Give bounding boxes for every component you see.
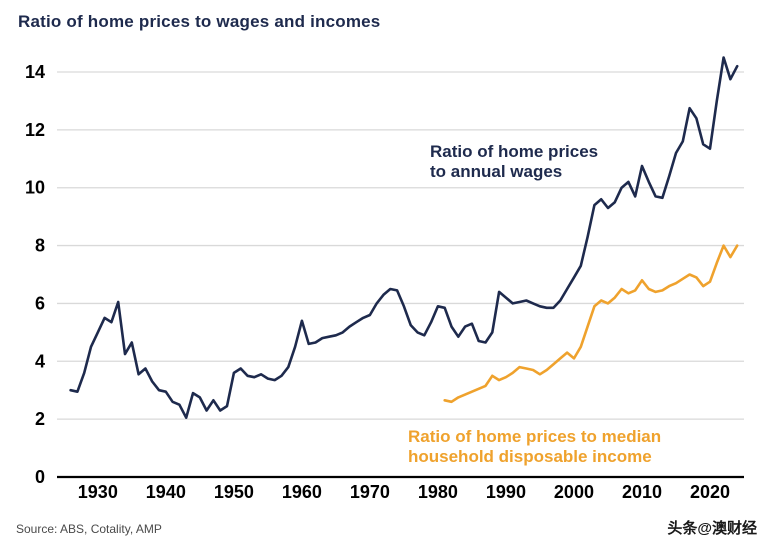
- x-tick-label: 1950: [214, 482, 254, 502]
- y-tick-label: 12: [25, 120, 45, 140]
- y-tick-label: 10: [25, 178, 45, 198]
- x-tick-label: 1960: [282, 482, 322, 502]
- series-label-wages-line1: Ratio of home prices: [430, 142, 599, 161]
- source-note: Source: ABS, Cotality, AMP: [16, 522, 162, 536]
- chart-title: Ratio of home prices to wages and income…: [18, 12, 381, 31]
- x-tick-label: 1990: [486, 482, 526, 502]
- x-tick-label: 1980: [418, 482, 458, 502]
- x-tick-label: 2000: [554, 482, 594, 502]
- y-tick-label: 4: [35, 351, 45, 371]
- x-tick-label: 2020: [690, 482, 730, 502]
- series-label-wages-line2: to annual wages: [430, 162, 563, 181]
- watermark: 头条@澳财经: [667, 520, 757, 537]
- y-tick-label: 14: [25, 62, 45, 82]
- y-tick-label: 8: [35, 236, 45, 256]
- x-tick-label: 2010: [622, 482, 662, 502]
- series-label-income: Ratio of home prices to median household…: [408, 427, 661, 467]
- y-tick-label: 2: [35, 409, 45, 429]
- x-tick-label: 1940: [146, 482, 186, 502]
- series-line-1: [443, 244, 739, 404]
- x-tick-label: 1970: [350, 482, 390, 502]
- y-tick-label: 0: [35, 467, 45, 487]
- series-label-income-line1: Ratio of home prices to median: [408, 427, 662, 446]
- series-label-income-line2: household disposable income: [408, 447, 652, 466]
- series-label-wages: Ratio of home prices to annual wages: [430, 142, 598, 182]
- y-tick-label: 6: [35, 293, 45, 313]
- series-line-0: [69, 56, 739, 420]
- x-tick-label: 1930: [78, 482, 118, 502]
